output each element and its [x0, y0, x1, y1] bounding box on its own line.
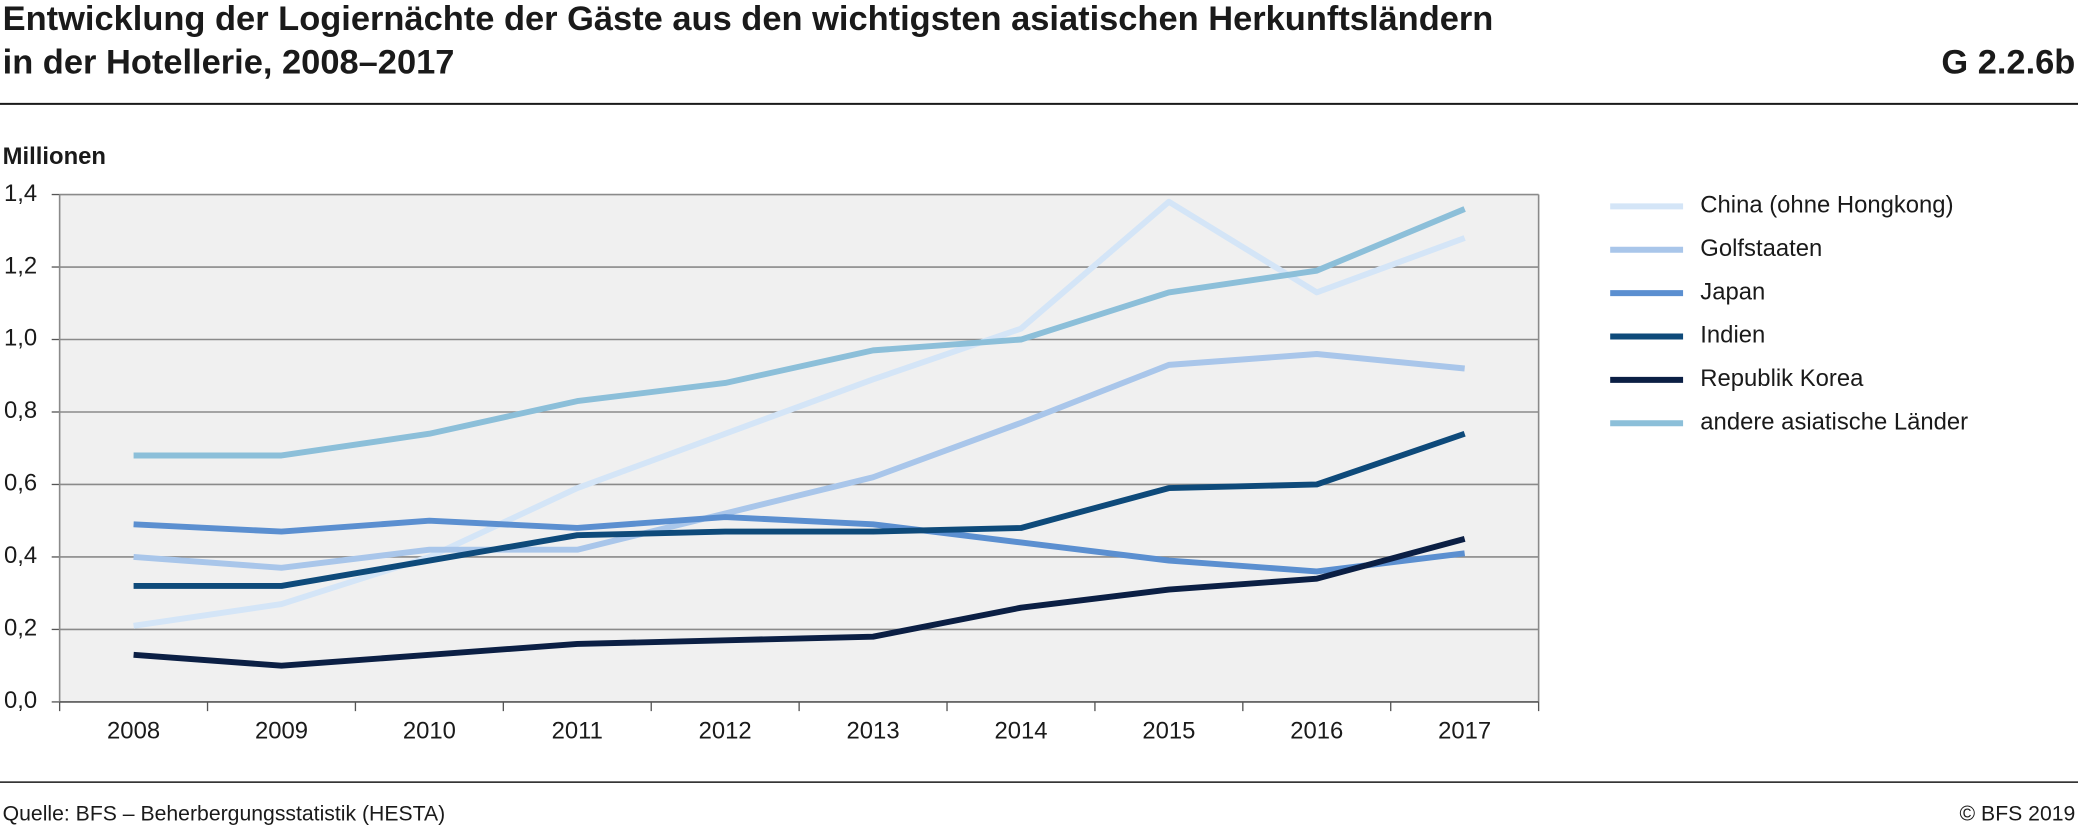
- y-tick-label: 1,2: [4, 252, 37, 279]
- series-line: [133, 198, 1466, 629]
- x-tick-label: 2011: [552, 717, 603, 744]
- y-tick-label: 0,4: [4, 542, 37, 569]
- legend-label: Republik Korea: [1700, 365, 1864, 392]
- y-tick-label: 1,0: [4, 325, 37, 352]
- x-tick-label: 2015: [1142, 717, 1195, 744]
- y-tick-label: 0,2: [4, 615, 37, 642]
- chart-title: Entwicklung der Logiernächte der Gäste a…: [3, 0, 1494, 38]
- y-axis-label: Millionen: [3, 143, 106, 170]
- x-tick-label: 2016: [1290, 717, 1343, 744]
- series-line: [133, 514, 1466, 575]
- y-tick-label: 0,8: [4, 397, 37, 424]
- legend-label: Indien: [1700, 322, 1765, 349]
- legend-label: andere asiatische Länder: [1700, 409, 1968, 436]
- chart-id: G 2.2.6b: [1941, 44, 2075, 82]
- x-tick-label: 2014: [994, 717, 1047, 744]
- series-line: [133, 430, 1466, 589]
- legend-label: Golfstaaten: [1700, 235, 1822, 262]
- series-line: [133, 535, 1466, 669]
- copyright: © BFS 2019: [1960, 803, 2076, 826]
- y-tick-label: 0,6: [4, 470, 37, 497]
- x-tick-label: 2008: [107, 717, 160, 744]
- x-tick-label: 2013: [847, 717, 900, 744]
- source: Quelle: BFS – Beherbergungsstatistik (HE…: [3, 803, 446, 826]
- y-tick-label: 0,0: [4, 687, 37, 714]
- x-tick-label: 2009: [255, 717, 308, 744]
- x-tick-label: 2010: [403, 717, 456, 744]
- chart-title: in der Hotellerie, 2008–2017: [3, 44, 455, 82]
- x-tick-label: 2017: [1438, 717, 1491, 744]
- y-tick-label: 1,4: [4, 180, 37, 207]
- series-line: [133, 206, 1466, 459]
- legend-label: Japan: [1700, 278, 1765, 305]
- legend-label: China (ohne Hongkong): [1700, 192, 1953, 219]
- series-line: [133, 351, 1465, 571]
- x-tick-label: 2012: [699, 717, 752, 744]
